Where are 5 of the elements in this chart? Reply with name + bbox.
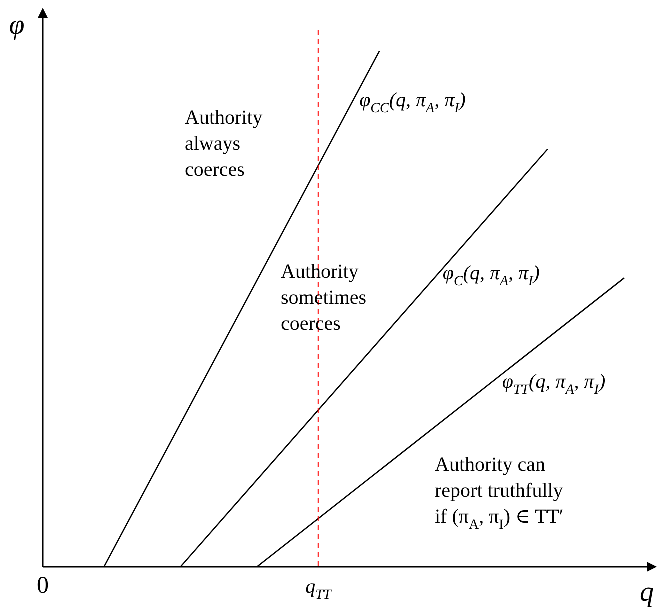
y-axis-title: φ	[9, 10, 25, 41]
x-axis-title: q	[640, 577, 654, 608]
annotation: Authority sometimes coerces	[281, 261, 367, 335]
annotation: Authority always coerces	[185, 107, 263, 181]
x-tick-label: 0	[37, 573, 49, 599]
